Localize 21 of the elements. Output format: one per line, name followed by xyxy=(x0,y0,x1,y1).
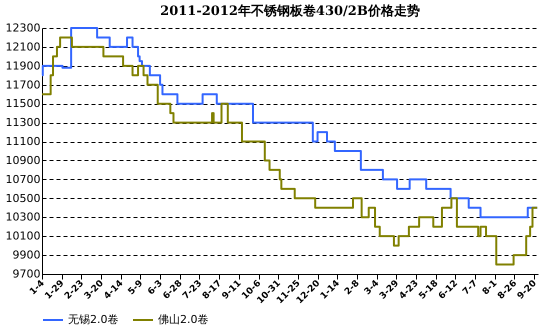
y-tick-label: 11500 xyxy=(6,97,40,110)
y-tick-label: 9700 xyxy=(12,268,40,280)
y-tick-label: 11700 xyxy=(6,78,40,92)
y-tick-label: 10100 xyxy=(6,230,40,243)
y-tick-label: 10700 xyxy=(6,172,40,186)
y-tick-label: 12300 xyxy=(6,22,40,34)
y-tick-label: 10500 xyxy=(6,192,40,205)
y-tick-label: 12100 xyxy=(6,40,40,54)
y-tick-label: 9900 xyxy=(12,248,40,262)
x-tick-label: 5-9 xyxy=(126,278,146,298)
y-tick-label: 10900 xyxy=(6,154,40,167)
legend-label: 无锡2.0卷 xyxy=(68,313,118,326)
chart-title: 2011-2012年不锈钢板卷430/2B价格走势 xyxy=(160,3,420,19)
y-tick-label: 11100 xyxy=(6,135,40,148)
legend-label: 佛山2.0卷 xyxy=(158,313,208,326)
y-tick-label: 10300 xyxy=(6,210,40,224)
x-tick-label: 7-7 xyxy=(461,278,480,298)
y-tick-label: 11900 xyxy=(6,59,40,72)
y-tick-label: 11300 xyxy=(6,116,40,130)
x-tick-label: 2-8 xyxy=(343,278,362,298)
x-tick-label: 6-3 xyxy=(146,278,165,298)
